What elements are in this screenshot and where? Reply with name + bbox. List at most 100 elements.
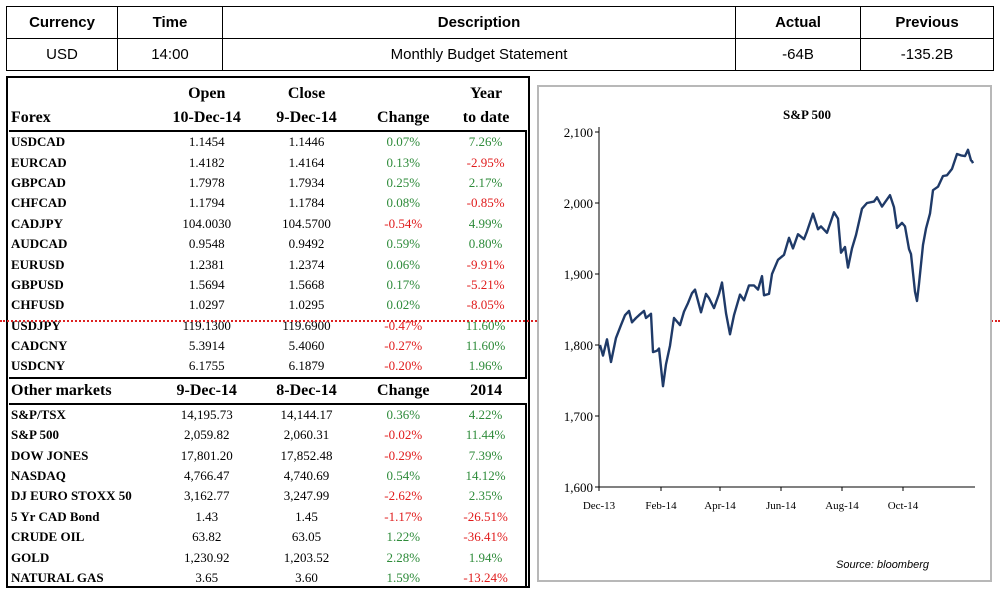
row-value-ytd: -36.41% xyxy=(446,527,527,548)
row-value-d2: 14,144.17 xyxy=(280,406,333,422)
table-row: USDCNY 6.1755 6.1879 -0.20% 1.96% xyxy=(9,356,527,378)
row-value-change: 0.54% xyxy=(386,468,421,484)
row-value-change: -0.47% xyxy=(384,317,423,333)
row-value-close: 1.1784 xyxy=(288,195,325,211)
row-value-d2: 1.45 xyxy=(295,508,318,524)
row-value-ytd: -26.51% xyxy=(446,506,527,528)
row-value-ytd: -13.24% xyxy=(446,567,527,589)
table-row: GBPUSD 1.5694 1.5668 0.17% -5.21% xyxy=(9,274,527,296)
economic-calendar-table: Currency Time Description Actual Previou… xyxy=(6,6,994,71)
table-row: S&P/TSX 14,195.73 14,144.17 0.36% 4.22% xyxy=(9,403,527,426)
row-value-ytd: 7.39% xyxy=(446,445,527,466)
open-header: Open xyxy=(188,85,226,102)
row-label: NASDAQ xyxy=(11,468,66,484)
other-markets-header: Other markets 9-Dec-14 8-Dec-14 Change 2014 xyxy=(9,376,526,405)
change-header: Change xyxy=(360,106,447,132)
table-row: CHFCAD 1.1794 1.1784 0.08% -0.85% xyxy=(9,193,527,214)
row-label: CADCNY xyxy=(11,338,68,354)
row-label: 5 Yr CAD Bond xyxy=(11,508,100,524)
row-value-open: 1.0297 xyxy=(188,297,225,313)
row-label: DJ EURO STOXX 50 xyxy=(11,488,132,504)
row-value-d1: 17,801.20 xyxy=(180,447,233,463)
row-value-d2: 63.05 xyxy=(291,529,322,545)
table-row: CHFUSD 1.0297 1.0295 0.02% -8.05% xyxy=(9,295,527,316)
table-row: USDCAD 1.1454 1.1446 0.07% 7.26% xyxy=(9,131,527,153)
sp500-chart-panel: S&P 500 1,600 1,700 1,800 1,900 2,000 2,100 Dec… xyxy=(537,85,992,582)
row-label: DOW JONES xyxy=(11,447,89,463)
x-tick-label: Jun-14 xyxy=(766,500,796,512)
row-value-d1: 1.43 xyxy=(195,508,219,524)
cell-previous: -135.2B xyxy=(860,38,994,71)
row-value-ytd: 2.35% xyxy=(446,486,527,507)
row-value-change: -0.02% xyxy=(384,427,423,443)
table-row: NASDAQ 4,766.47 4,740.69 0.54% 14.12% xyxy=(9,465,527,487)
row-value-change: 0.13% xyxy=(386,154,421,170)
row-value-d1: 63.82 xyxy=(192,529,222,545)
row-value-close: 1.0295 xyxy=(288,297,325,313)
row-value-close: 119.6900 xyxy=(282,317,331,333)
row-value-open: 1.1794 xyxy=(188,195,225,211)
date1-header: 9-Dec-14 xyxy=(160,376,253,405)
row-value-close: 1.1446 xyxy=(288,134,325,150)
row-value-open: 5.3914 xyxy=(188,338,225,354)
row-label: NATURAL GAS xyxy=(11,570,104,585)
row-value-ytd: 4.22% xyxy=(446,403,527,426)
row-label: CRUDE OIL xyxy=(11,529,85,545)
table-row: CADCNY 5.3914 5.4060 -0.27% 11.60% xyxy=(9,335,527,357)
table-row: GBPCAD 1.7978 1.7934 0.25% 2.17% xyxy=(9,172,527,194)
close-date-header: 9-Dec-14 xyxy=(252,106,361,132)
row-value-close: 5.4060 xyxy=(288,338,325,354)
table-row: NATURAL GAS 3.65 3.60 1.59% -13.24% xyxy=(9,567,527,589)
row-value-ytd: 11.60% xyxy=(446,335,527,357)
row-value-change: 0.06% xyxy=(386,256,421,272)
row-value-d1: 2,059.82 xyxy=(183,427,230,443)
row-value-change: 0.25% xyxy=(386,174,421,190)
row-value-open: 6.1755 xyxy=(188,358,225,374)
header-currency: Currency xyxy=(6,6,118,39)
row-value-close: 0.9492 xyxy=(288,236,325,252)
y-tick-label: 1,700 xyxy=(564,409,593,424)
row-value-change: -0.20% xyxy=(384,358,423,374)
row-label: CADJPY xyxy=(11,215,63,231)
row-value-d2: 3,247.99 xyxy=(283,488,330,504)
table-row: 5 Yr CAD Bond 1.43 1.45 -1.17% -26.51% xyxy=(9,506,527,528)
cell-currency: USD xyxy=(6,38,118,71)
row-value-ytd: 1.94% xyxy=(446,547,527,568)
row-value-ytd: -9.91% xyxy=(446,254,527,275)
markets-panel: Open Close Year Forex 10-Dec-14 9-Dec-14… xyxy=(6,76,530,589)
ytd-header: to date xyxy=(446,106,526,132)
table-row: EURCAD 1.4182 1.4164 0.13% -2.95% xyxy=(9,152,527,173)
row-value-ytd: 0.80% xyxy=(446,233,527,255)
row-label: EURUSD xyxy=(11,256,65,272)
row-value-d1: 1,230.92 xyxy=(183,549,230,565)
table-row: EURUSD 1.2381 1.2374 0.06% -9.91% xyxy=(9,254,527,275)
y-tick-label: 2,100 xyxy=(564,125,593,140)
sp500-chart: S&P 500 1,600 1,700 1,800 1,900 2,000 2,100 Dec… xyxy=(564,107,975,571)
row-value-d2: 17,852.48 xyxy=(280,447,333,463)
row-value-close: 1.7934 xyxy=(288,174,325,190)
x-tick-label: Aug-14 xyxy=(825,500,859,512)
table-row: DJ EURO STOXX 50 3,162.77 3,247.99 -2.62% 2.… xyxy=(9,486,527,507)
row-value-open: 1.2381 xyxy=(188,256,225,272)
date2-header: 8-Dec-14 xyxy=(252,376,361,405)
change-header: Change xyxy=(360,376,447,405)
row-value-ytd: 11.60% xyxy=(446,315,527,336)
row-value-ytd: 4.99% xyxy=(446,213,527,234)
table-row: DOW JONES 17,801.20 17,852.48 -0.29% 7.39% xyxy=(9,445,527,466)
row-value-open: 0.9548 xyxy=(188,236,225,252)
cell-description: Monthly Budget Statement xyxy=(222,38,736,71)
markets-table: Open Close Year Forex 10-Dec-14 9-Dec-14… xyxy=(9,82,527,589)
row-value-change: 0.17% xyxy=(386,276,421,292)
row-label: USDCAD xyxy=(11,134,66,150)
row-value-ytd: 1.96% xyxy=(446,356,527,378)
x-tick-label: Oct-14 xyxy=(888,500,919,512)
table-row: CADJPY 104.0030 104.5700 -0.54% 4.99% xyxy=(9,213,527,234)
row-value-d2: 2,060.31 xyxy=(283,427,330,443)
forex-header-top: Open Close Year xyxy=(9,82,526,106)
row-value-open: 1.5694 xyxy=(188,276,225,292)
row-value-ytd: -0.85% xyxy=(446,193,527,214)
row-value-d2: 4,740.69 xyxy=(283,468,330,484)
header-description: Description xyxy=(222,6,736,39)
sp500-series-line xyxy=(598,148,975,388)
header-previous: Previous xyxy=(860,6,994,39)
